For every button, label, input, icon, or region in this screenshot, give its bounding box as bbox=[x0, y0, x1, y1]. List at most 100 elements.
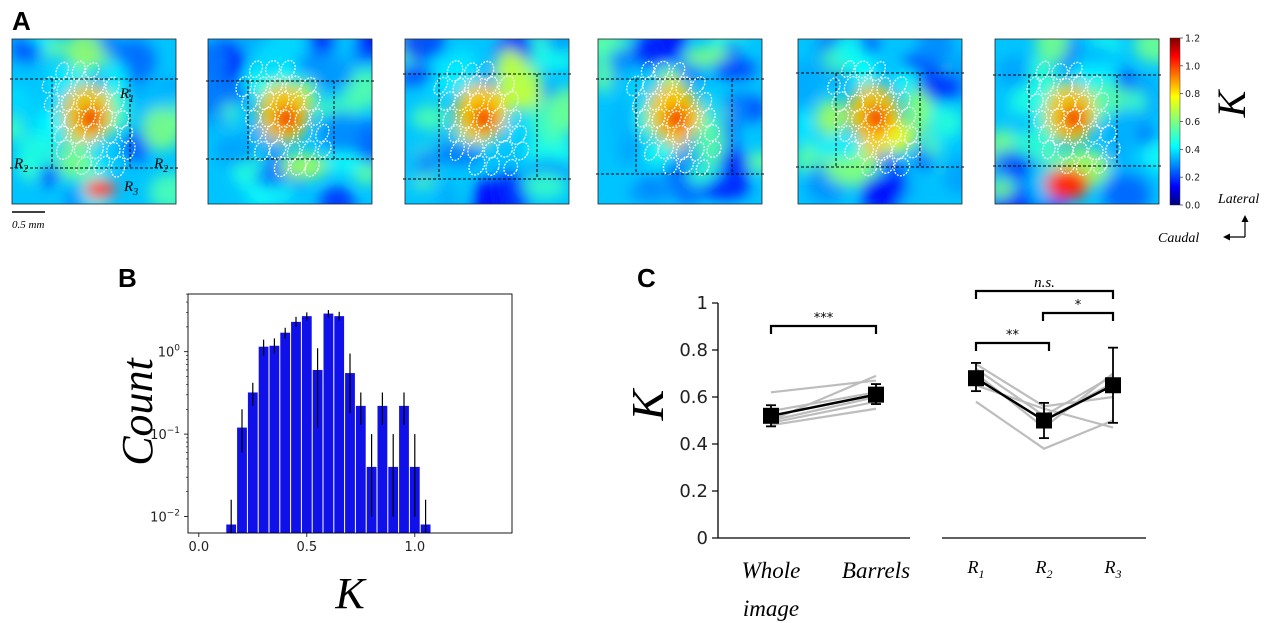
y-tick-label: 0.6 bbox=[679, 387, 708, 408]
histogram-frame bbox=[187, 293, 513, 534]
heatmap-field bbox=[995, 39, 1159, 204]
mean-marker bbox=[968, 370, 984, 387]
heatmap-2 bbox=[206, 38, 374, 205]
histogram-bar bbox=[247, 392, 258, 533]
colorbar-tick-label: 1.2 bbox=[1185, 34, 1200, 45]
barrel-outlines bbox=[826, 60, 922, 177]
significance-bracket bbox=[974, 289, 1115, 299]
individual-line bbox=[975, 363, 1114, 408]
y-tick-label: 0 bbox=[697, 528, 708, 549]
colorbar-ticks: 1.2 1.0 0.8 0.6 0.4 0.2 0.0 bbox=[1180, 34, 1200, 212]
x-category-label: R1 bbox=[967, 557, 985, 581]
significance-label: ** bbox=[1006, 328, 1020, 343]
heatmap-frame bbox=[11, 38, 177, 205]
histogram-bar bbox=[280, 332, 291, 533]
y-tick-label: 1 bbox=[697, 293, 708, 314]
individual-line bbox=[770, 395, 877, 422]
individual-line bbox=[770, 400, 877, 424]
heatmap-field bbox=[598, 39, 762, 204]
histogram-bar bbox=[258, 346, 269, 533]
heatmap-4 bbox=[596, 38, 764, 205]
y-tick-label: 0.2 bbox=[679, 481, 708, 502]
caudal-arrowhead-icon bbox=[1223, 233, 1230, 241]
histogram-bar bbox=[312, 369, 323, 533]
caudal-label: Caudal bbox=[1158, 231, 1199, 246]
x-category-label: R2 bbox=[1035, 557, 1053, 581]
heatmap-6 bbox=[993, 38, 1161, 205]
region-label-r1: R1 bbox=[119, 86, 134, 105]
y-tick-label: 100 bbox=[158, 344, 181, 361]
histogram-bar bbox=[377, 405, 388, 533]
histogram-bar bbox=[334, 316, 345, 533]
region-label-r2-left: R2 bbox=[13, 156, 28, 175]
individual-line bbox=[770, 391, 877, 413]
region-labels: R1 R2 R2 R3 bbox=[13, 86, 168, 198]
barrel-outlines bbox=[41, 60, 136, 178]
barrel-outlines bbox=[626, 60, 722, 176]
x-category-label: Barrels bbox=[842, 558, 910, 583]
mean-marker bbox=[868, 386, 884, 403]
heatmap-field bbox=[405, 39, 569, 204]
heatmap-frame bbox=[404, 38, 570, 205]
significance-label: * bbox=[1075, 298, 1082, 313]
x-tick-label: 1.0 bbox=[404, 540, 425, 555]
histogram-bar bbox=[323, 313, 334, 533]
significance-label: n.s. bbox=[1034, 275, 1055, 291]
x-category-label: Whole bbox=[742, 558, 801, 583]
significance-bracket bbox=[769, 324, 878, 334]
y-axis-label: Count bbox=[113, 356, 162, 465]
barrel-outlines bbox=[433, 60, 530, 177]
colorbar-tick-label: 0.4 bbox=[1185, 145, 1200, 156]
heatmap-row bbox=[10, 38, 1161, 205]
histogram-bar bbox=[399, 405, 409, 533]
significance-bracket bbox=[1041, 311, 1115, 321]
panel-label-a: A bbox=[12, 6, 31, 36]
significance-label: *** bbox=[814, 311, 834, 326]
colorbar-tick-label: 0.8 bbox=[1185, 89, 1200, 100]
y-tick-label: 10−1 bbox=[150, 426, 180, 443]
histogram-bar bbox=[301, 316, 312, 533]
histogram-bar bbox=[345, 373, 355, 533]
x-tick-label: 0.0 bbox=[188, 540, 209, 555]
histogram-bar bbox=[269, 345, 280, 533]
heatmap-field bbox=[208, 39, 372, 204]
x-axis-label: K bbox=[334, 569, 367, 618]
colorbar: 1.2 1.0 0.8 0.6 0.4 0.2 0.0 K bbox=[1169, 34, 1254, 212]
colorbar-tick-label: 0.2 bbox=[1185, 173, 1200, 184]
histogram-bar bbox=[237, 427, 247, 533]
colorbar-tick-label: 1.0 bbox=[1185, 61, 1200, 72]
individual-line bbox=[975, 400, 1114, 450]
region-label-r2-right: R2 bbox=[153, 156, 168, 175]
lateral-arrowhead-icon bbox=[1241, 215, 1249, 222]
mean-marker bbox=[763, 407, 779, 424]
mean-line bbox=[770, 393, 877, 418]
heatmap-frame bbox=[597, 38, 763, 205]
individual-line bbox=[770, 407, 877, 427]
heatmap-field bbox=[12, 39, 176, 204]
colorbar-gradient bbox=[1169, 37, 1181, 206]
region-label-r3: R3 bbox=[123, 179, 138, 198]
y-tick-label: 0.8 bbox=[679, 340, 708, 361]
x-category-label: R3 bbox=[1104, 557, 1122, 581]
heatmap-frame bbox=[797, 38, 963, 205]
histogram-chart: 0.0 0.5 1.0 100 10−1 10−2 K Count bbox=[113, 293, 513, 618]
heatmap-field bbox=[798, 39, 962, 204]
y-tick-label: 0.4 bbox=[679, 434, 708, 455]
y-axis-label: K bbox=[622, 387, 673, 421]
heatmap-3 bbox=[403, 38, 571, 205]
panel-label-b: B bbox=[118, 263, 137, 293]
orientation-indicator: Lateral Caudal bbox=[1158, 192, 1259, 246]
colorbar-tick-label: 0.0 bbox=[1185, 201, 1200, 212]
histogram-bar bbox=[355, 405, 366, 533]
significance-bracket bbox=[974, 341, 1051, 351]
colorbar-tick-label: 0.6 bbox=[1185, 117, 1200, 128]
barrel-outlines bbox=[1026, 60, 1121, 176]
heatmap-1 bbox=[10, 38, 178, 205]
individual-line bbox=[770, 379, 877, 394]
mean-marker bbox=[1036, 412, 1052, 429]
heatmap-frame bbox=[207, 38, 373, 205]
heatmap-frame bbox=[994, 38, 1160, 205]
lateral-label: Lateral bbox=[1217, 192, 1259, 207]
